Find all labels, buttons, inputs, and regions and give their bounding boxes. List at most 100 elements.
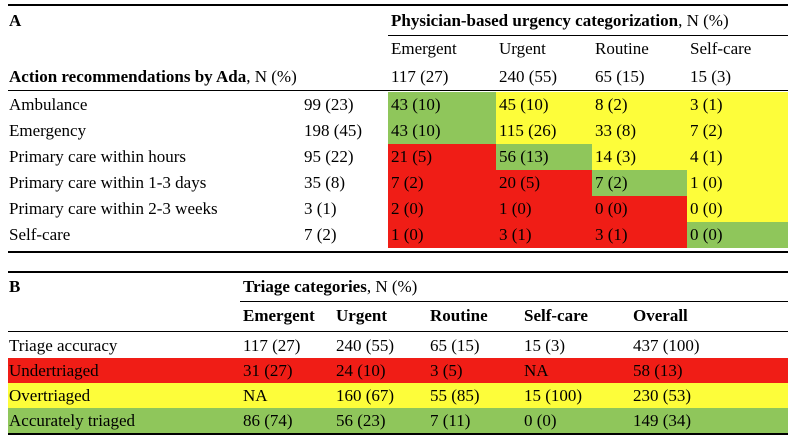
table-a-row-label: Emergency (9, 121, 87, 140)
table-a-cell-urgent: 56 (13) (499, 147, 549, 166)
table-a-row-label: Primary care within 1-3 days (9, 173, 207, 192)
table-a-cell-urgent: 1 (0) (499, 199, 532, 218)
table-a-col-urgent: Urgent (499, 39, 546, 58)
table-a-col-selfcare: Self-care (690, 39, 752, 58)
table-a-total-urgent: 240 (55) (499, 67, 558, 86)
table-a-cell-selfcare-bg (687, 144, 788, 170)
table-a-cell-routine: 3 (1) (595, 225, 628, 244)
table-a-cell-emergent: 2 (0) (391, 199, 424, 218)
table-b-bottom-rule (8, 433, 788, 435)
table-a-bottom-rule (8, 251, 788, 253)
table-b-row-bg (8, 358, 788, 383)
table-a-cell-routine-bg (592, 144, 687, 170)
table-a-totals-rule (8, 90, 788, 91)
table-a-cell-routine: 33 (8) (595, 121, 637, 140)
table-a-label: A (9, 11, 22, 30)
table-b-row-label: Accurately triaged (9, 411, 136, 430)
table-a-cell-selfcare: 3 (1) (690, 95, 723, 114)
table-b-cell-routine: 3 (5) (430, 361, 463, 380)
table-b-top-rule (8, 271, 788, 273)
table-b-row-bg (8, 408, 788, 433)
table-a-cell-selfcare: 7 (2) (690, 121, 723, 140)
table-a-cell-urgent-bg (496, 118, 592, 144)
table-a-cell-emergent-bg (388, 118, 496, 144)
table-a-cell-emergent: 43 (10) (391, 121, 441, 140)
table-b-cell-emergent: NA (243, 386, 268, 405)
table-a-header: Physician-based urgency categorization, … (391, 10, 729, 32)
table-b-col-emergent: Emergent (243, 306, 315, 325)
table-a-cell-urgent: 20 (5) (499, 173, 541, 192)
table-b-cell-emergent: 86 (74) (243, 411, 293, 430)
table-a-row-n: 35 (8) (304, 173, 346, 192)
table-b-cell-routine: 65 (15) (430, 336, 480, 355)
table-a-cell-urgent-bg (496, 144, 592, 170)
table-a-header-bold: Physician-based urgency categorization (391, 11, 679, 30)
table-b-header-rest: , N (%) (366, 277, 418, 296)
table-a-cell-routine-bg (592, 196, 687, 222)
table-a-cell-selfcare-bg (687, 222, 788, 248)
table-b-cell-routine: 55 (85) (430, 386, 480, 405)
table-b-cell-selfcare: 15 (3) (524, 336, 566, 355)
table-a-cell-routine: 8 (2) (595, 95, 628, 114)
table-a-cell-emergent-bg (388, 222, 496, 248)
table-a-cell-emergent-bg (388, 92, 496, 118)
table-b-row-label: Overtriaged (9, 386, 91, 405)
table-a-cell-selfcare-bg (687, 196, 788, 222)
table-a-cell-emergent: 21 (5) (391, 147, 433, 166)
table-a-total-routine: 65 (15) (595, 67, 645, 86)
table-b-header-rule (240, 301, 788, 302)
table-b-cell-urgent: 240 (55) (336, 336, 395, 355)
table-a-row-label: Primary care within 2-3 weeks (9, 199, 218, 218)
table-b-col-urgent: Urgent (336, 306, 387, 325)
table-b-cell-emergent: 31 (27) (243, 361, 293, 380)
table-b-cell-urgent: 56 (23) (336, 411, 386, 430)
table-a-cell-routine: 0 (0) (595, 199, 628, 218)
table-b-label: B (9, 277, 21, 296)
table-a-cell-urgent: 115 (26) (499, 121, 557, 140)
table-b-col-overall: Overall (633, 306, 688, 325)
table-a-cell-selfcare: 0 (0) (690, 199, 723, 218)
table-b-row-bg (8, 383, 788, 408)
table-a-cell-selfcare: 4 (1) (690, 147, 723, 166)
table-b-header: Triage categories, N (%) (243, 276, 417, 298)
table-a-col-emergent: Emergent (391, 39, 457, 58)
table-b-cell-urgent: 24 (10) (336, 361, 386, 380)
table-b-cell-routine: 7 (11) (430, 411, 471, 430)
table-a-total-emergent: 117 (27) (391, 67, 449, 86)
table-a-row-label: Ambulance (9, 95, 88, 114)
table-a-cell-routine-bg (592, 118, 687, 144)
table-a-cell-routine-bg (592, 92, 687, 118)
table-b-cell-overall: 437 (100) (633, 336, 700, 355)
table-a-row-n: 3 (1) (304, 199, 337, 218)
table-b-cell-emergent: 117 (27) (243, 336, 301, 355)
table-b-row-label: Undertriaged (9, 361, 99, 380)
table-a-header-rule (388, 35, 788, 36)
table-b-cell-selfcare: 0 (0) (524, 411, 557, 430)
table-a-row-n: 7 (2) (304, 225, 337, 244)
table-a-row-n: 95 (22) (304, 147, 354, 166)
table-a-totals-label-rest: , N (%) (246, 67, 297, 86)
table-b-cell-selfcare: 15 (100) (524, 386, 583, 405)
table-a-cell-urgent-bg (496, 222, 592, 248)
table-a-totals-label: Action recommendations by Ada, N (%) (9, 66, 297, 88)
table-a-header-rest: , N (%) (678, 11, 729, 30)
table-a-cell-urgent: 45 (10) (499, 95, 549, 114)
table-a-cell-emergent: 1 (0) (391, 225, 424, 244)
table-b-cell-selfcare: NA (524, 361, 549, 380)
table-a-total-selfcare: 15 (3) (690, 67, 732, 86)
table-a-cell-selfcare: 0 (0) (690, 225, 723, 244)
table-a-cell-urgent-bg (496, 196, 592, 222)
table-a-cell-emergent-bg (388, 144, 496, 170)
table-a-cell-emergent: 7 (2) (391, 173, 424, 192)
table-a-cell-selfcare-bg (687, 92, 788, 118)
table-b-cell-overall: 230 (53) (633, 386, 692, 405)
table-a-cell-emergent-bg (388, 196, 496, 222)
table-a-row-label: Primary care within hours (9, 147, 187, 166)
table-a-totals-label-bold: Action recommendations by Ada (9, 67, 247, 86)
table-a-cell-selfcare: 1 (0) (690, 173, 723, 192)
table-b-cell-overall: 58 (13) (633, 361, 683, 380)
table-a-cell-routine: 14 (3) (595, 147, 637, 166)
table-b-header-bold: Triage categories (243, 277, 367, 296)
table-a-top-rule (8, 4, 788, 6)
